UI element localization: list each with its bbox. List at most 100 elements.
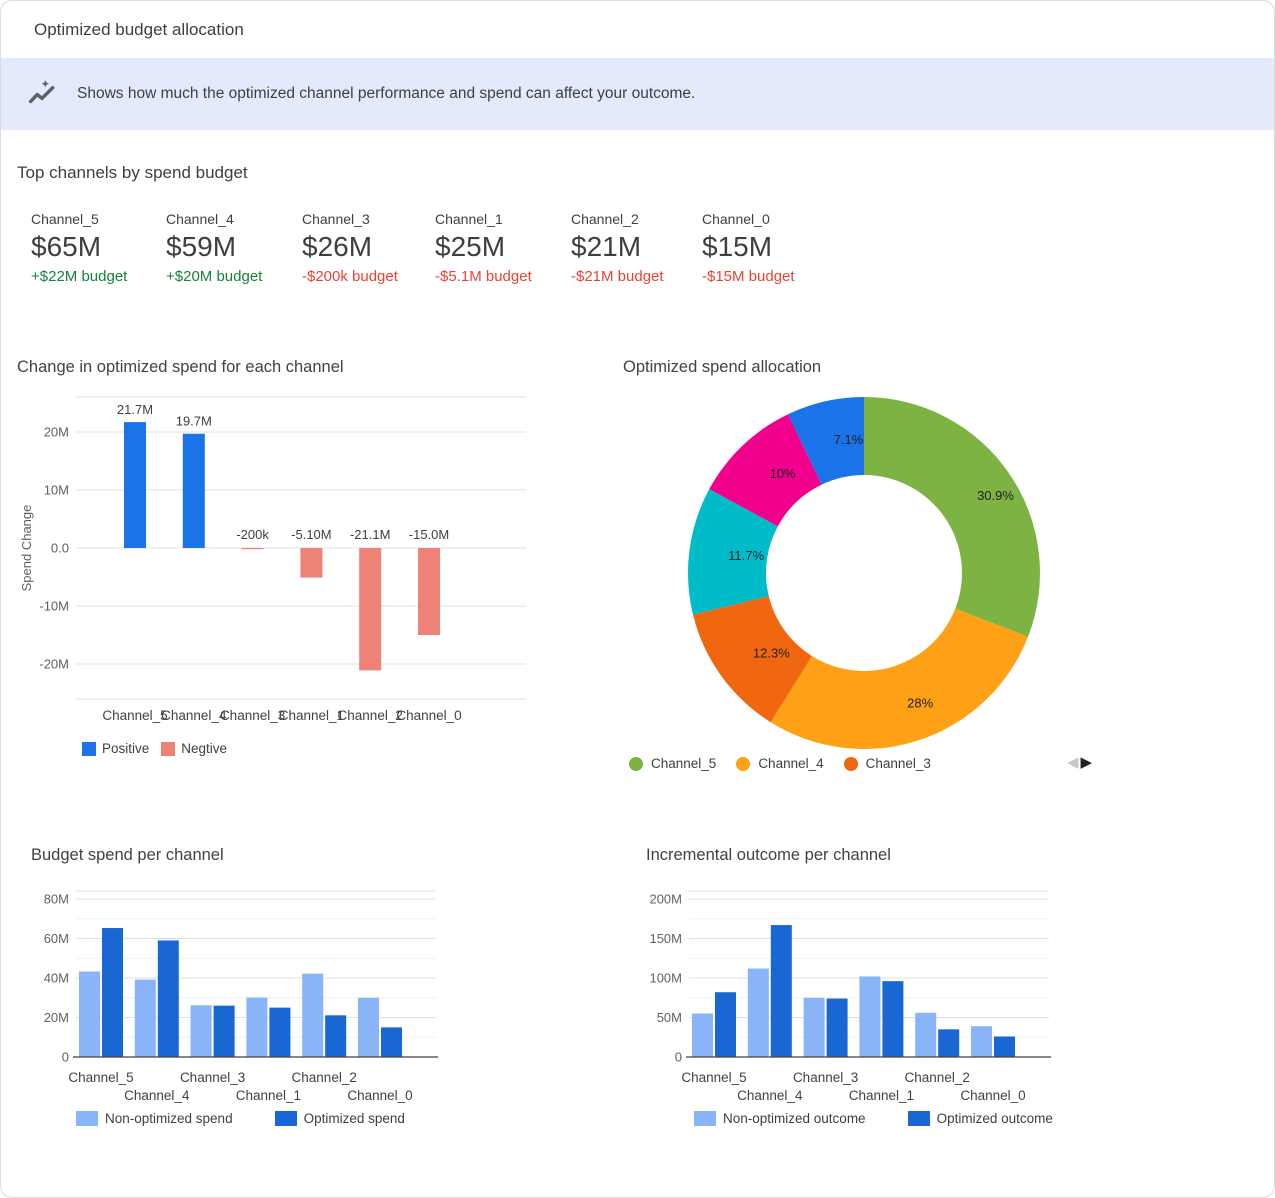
svg-text:30.9%: 30.9%: [977, 488, 1014, 503]
svg-text:20M: 20M: [44, 1010, 69, 1025]
channel-spend: $15M: [702, 231, 773, 262]
legend-swatch-optimized-outcome: [907, 1111, 930, 1126]
svg-text:Channel_0: Channel_0: [960, 1088, 1025, 1103]
svg-text:-20M: -20M: [39, 657, 69, 672]
channel-card-0: Channel_5 $65M +$22M budget: [31, 210, 161, 287]
legend-item-optimized-spend: Optimized spend: [274, 1111, 405, 1126]
banner-text: Shows how much the optimized channel per…: [77, 85, 696, 102]
svg-text:Channel_2: Channel_2: [905, 1070, 970, 1085]
svg-text:21.7M: 21.7M: [117, 402, 153, 417]
legend-item-positive: Positive: [82, 741, 149, 756]
svg-text:0: 0: [675, 1050, 682, 1065]
svg-text:0.0: 0.0: [51, 541, 69, 556]
svg-text:0: 0: [62, 1050, 69, 1065]
donut-legend-pagination: ◀ ▶: [1067, 754, 1092, 772]
info-banner: Shows how much the optimized channel per…: [1, 58, 1274, 130]
svg-text:150M: 150M: [649, 931, 682, 946]
svg-text:20M: 20M: [44, 425, 69, 440]
svg-text:Channel_4: Channel_4: [124, 1088, 190, 1103]
legend-dot-channel-4: [736, 756, 751, 771]
legend-next-button[interactable]: ▶: [1080, 754, 1093, 771]
svg-text:60M: 60M: [44, 931, 69, 946]
svg-text:50M: 50M: [657, 1010, 682, 1025]
svg-text:-10M: -10M: [39, 599, 69, 614]
legend-dot-channel-5: [629, 756, 643, 771]
svg-text:Channel_4: Channel_4: [161, 708, 227, 723]
spend-allocation-title: Optimized spend allocation: [623, 358, 822, 376]
svg-text:Channel_4: Channel_4: [737, 1088, 803, 1103]
channel-delta: +$20M budget: [166, 268, 263, 285]
channel-delta: -$21M budget: [571, 268, 664, 285]
svg-text:Channel_3: Channel_3: [793, 1070, 858, 1085]
channel-delta: -$5.1M budget: [435, 268, 532, 285]
svg-text:Channel_1: Channel_1: [279, 708, 344, 723]
svg-text:200M: 200M: [649, 892, 682, 907]
svg-text:Channel_1: Channel_1: [849, 1088, 914, 1103]
svg-text:Channel_3: Channel_3: [180, 1070, 245, 1085]
legend-prev-button[interactable]: ◀: [1067, 754, 1079, 771]
channel-name: Channel_3: [302, 211, 370, 227]
svg-text:Channel_5: Channel_5: [681, 1070, 746, 1085]
legend-swatch-non-optimized-spend: [76, 1111, 98, 1126]
legend-item-non-optimized-outcome: Non-optimized outcome: [694, 1111, 866, 1126]
channel-name: Channel_2: [571, 211, 639, 227]
svg-text:Channel_0: Channel_0: [396, 708, 461, 723]
svg-text:-5.10M: -5.10M: [291, 527, 331, 542]
channel-delta: -$15M budget: [702, 268, 795, 285]
svg-text:Channel_5: Channel_5: [68, 1070, 133, 1085]
legend-item-non-optimized-spend: Non-optimized spend: [76, 1111, 233, 1126]
channel-delta: +$22M budget: [31, 268, 128, 285]
svg-text:Channel_2: Channel_2: [292, 1070, 357, 1085]
svg-text:10%: 10%: [770, 466, 796, 481]
channel-name: Channel_4: [166, 211, 234, 227]
channel-spend: $65M: [31, 231, 102, 262]
svg-text:80M: 80M: [44, 892, 69, 907]
legend-dot-channel-3: [843, 756, 858, 771]
svg-text:-15.0M: -15.0M: [409, 527, 449, 542]
svg-text:7.1%: 7.1%: [834, 432, 864, 447]
channel-spend: $26M: [302, 231, 373, 262]
spend-change-svg: 20M 10M 0.0 -10M -20M Spend Change 21.7M Channe…: [19, 396, 526, 723]
channel-card-2: Channel_3 $26M -$200k budget: [302, 210, 432, 287]
channel-name: Channel_5: [31, 211, 99, 227]
spend-change-title: Change in optimized spend for each chann…: [17, 358, 344, 376]
svg-text:Channel_1: Channel_1: [236, 1088, 301, 1103]
channel-card-3: Channel_1 $25M -$5.1M budget: [435, 210, 565, 287]
spend-allocation-svg: 30.9% 28% 12.3% 11.7% 10% 7.1%: [687, 397, 1040, 749]
channel-card-4: Channel_2 $21M -$21M budget: [571, 210, 701, 287]
svg-text:-200k: -200k: [236, 527, 269, 542]
svg-text:12.3%: 12.3%: [753, 646, 790, 661]
legend-swatch-negative: [161, 741, 176, 756]
legend-swatch-optimized-spend: [274, 1111, 297, 1126]
svg-text:Channel_3: Channel_3: [220, 708, 285, 723]
incremental-outcome-legend: Non-optimized outcome Optimized outcome: [694, 1111, 1053, 1126]
svg-text:Channel_0: Channel_0: [347, 1088, 412, 1103]
svg-text:-21.1M: -21.1M: [350, 527, 390, 542]
legend-item-channel-5: Channel_5: [629, 756, 716, 771]
legend-swatch-positive: [82, 741, 96, 756]
incremental-outcome-svg: 0 50M 100M 150M 200M Channel_5 Channel_4 Channe…: [649, 890, 1051, 1103]
svg-text:28%: 28%: [907, 696, 933, 711]
channel-delta: -$200k budget: [302, 268, 398, 285]
page-title: Optimized budget allocation: [34, 20, 244, 39]
legend-swatch-non-optimized-outcome: [694, 1111, 716, 1126]
svg-text:Channel_2: Channel_2: [338, 708, 403, 723]
svg-text:10M: 10M: [44, 483, 69, 498]
svg-text:Channel_5: Channel_5: [102, 708, 167, 723]
channel-name: Channel_1: [435, 211, 503, 227]
channel-name: Channel_0: [702, 211, 770, 227]
budget-spend-svg: 0 20M 40M 60M 80M Channel_5 Channel_4 Channel_3…: [44, 890, 438, 1103]
svg-text:100M: 100M: [649, 971, 682, 986]
channel-spend: $21M: [571, 231, 642, 262]
svg-text:11.7%: 11.7%: [728, 548, 764, 563]
insights-trending-icon: [26, 78, 58, 110]
spend-allocation-legend: Channel_5 Channel_4 Channel_3: [629, 756, 931, 771]
legend-item-negative: Negtive: [161, 741, 227, 756]
svg-text:40M: 40M: [44, 971, 69, 986]
legend-item-channel-3: Channel_3: [843, 756, 931, 771]
channel-spend: $25M: [435, 231, 506, 262]
channel-spend: $59M: [166, 231, 237, 262]
legend-item-channel-4: Channel_4: [736, 756, 824, 771]
channel-card-5: Channel_0 $15M -$15M budget: [702, 210, 832, 287]
spend-change-legend: Positive Negtive: [82, 741, 227, 756]
